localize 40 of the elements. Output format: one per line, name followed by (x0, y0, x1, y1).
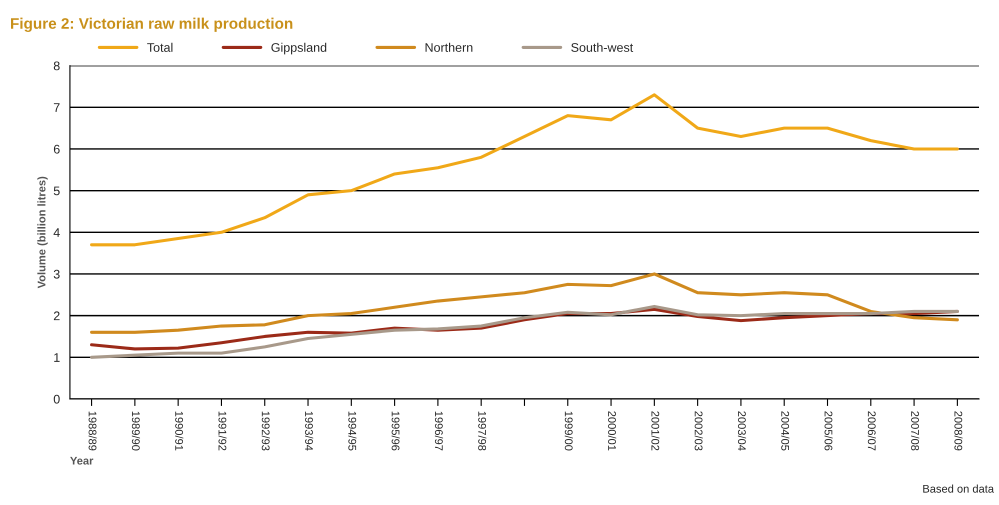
line-series (90, 304, 959, 359)
chart-title: Figure 2: Victorian raw milk production (11, 18, 292, 32)
text: Based on data (923, 484, 994, 493)
legend-label: Northern (426, 42, 472, 52)
x-tick-label: 2007/08 (911, 411, 920, 450)
y-tick-label: 1 (54, 353, 60, 362)
legend-label: Total (147, 42, 172, 52)
y-tick-label: 8 (54, 61, 60, 70)
x-tick-label: 2000/01 (608, 411, 616, 450)
x-axis-title: Year (70, 456, 94, 465)
x-tick-label: 1995/96 (392, 412, 400, 450)
y-tick-label: 6 (54, 144, 60, 154)
x-tick-label: 2008/09 (954, 411, 963, 450)
line-series (90, 272, 959, 334)
line-series (90, 93, 959, 246)
x-tick-label: 2001/02 (651, 411, 660, 450)
x-tick-label: 1989/90 (132, 412, 140, 450)
x-tick-label: 1992/93 (262, 412, 270, 450)
legend-label: Gippsland (271, 42, 326, 54)
x-tick-label: 1999/00 (564, 412, 573, 450)
x-tick-label: 2004/05 (781, 411, 790, 450)
x-tick-label: 1996/97 (434, 412, 444, 450)
x-tick-label: 1991/92 (218, 412, 227, 450)
y-tick-label: 5 (54, 186, 60, 196)
legend-label: South-west (571, 42, 634, 52)
x-tick-label: 1997/98 (478, 412, 486, 450)
x-tick-label: 1988/89 (88, 412, 97, 450)
x-tick-label: 2002/03 (694, 411, 703, 450)
y-tick-label: 2 (54, 311, 60, 320)
x-tick-label: 2005/06 (824, 411, 833, 450)
x-tick-label: 1993/94 (305, 412, 314, 451)
y-tick-label: 0 (54, 394, 60, 404)
y-tick-label: 3 (54, 270, 60, 279)
y-tick-label: 4 (54, 228, 60, 237)
x-tick-label: 1990/91 (175, 412, 184, 450)
y-axis-title: Volume (billion litres) (37, 176, 48, 288)
y-tick-label: 7 (54, 103, 60, 112)
x-tick-label: 2003/04 (738, 411, 746, 451)
x-tick-label: 2006/07 (868, 411, 876, 450)
x-tick-label: 1994/95 (348, 412, 356, 450)
